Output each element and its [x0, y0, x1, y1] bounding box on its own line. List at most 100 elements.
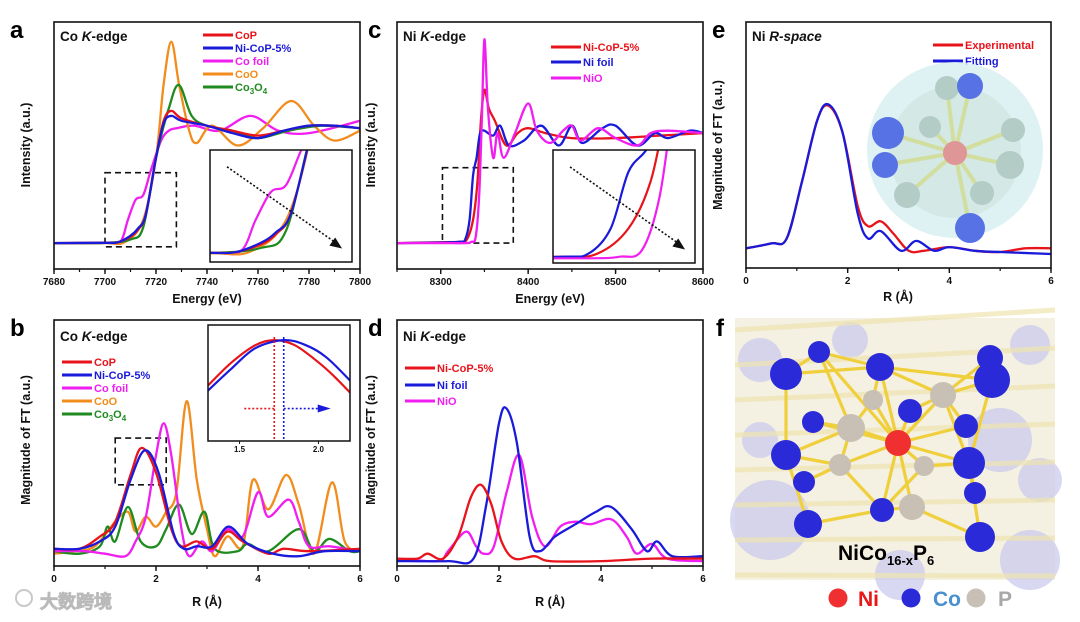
- legend-label: Ni foil: [437, 380, 468, 392]
- x-axis-title: Energy (eV): [515, 292, 584, 306]
- title-italic: K: [82, 329, 93, 344]
- co-atom-icon: [872, 152, 898, 178]
- legend-label: Co foil: [94, 383, 128, 395]
- inset-background: [208, 325, 350, 441]
- co-atom-icon: [954, 414, 978, 438]
- x-tick-label: 7740: [196, 277, 219, 288]
- series-group: [397, 38, 703, 245]
- plot-frame: [396, 319, 704, 567]
- co-atom-icon: [770, 358, 802, 390]
- arrow-head-icon: [329, 237, 343, 249]
- panel-e: e 0 2 4 6 R (Å) Magnitude of FT (a.u.) Ni R-spa…: [711, 17, 1054, 304]
- inset-series-line: [210, 150, 308, 255]
- x-tick-label: 4: [947, 276, 953, 287]
- inset-series-line: [208, 338, 350, 392]
- x-tick-label: 6: [1048, 276, 1054, 287]
- x-tick-label: 8300: [430, 277, 453, 288]
- inset-series-line: [553, 150, 648, 259]
- zoom-region-box: [114, 437, 167, 486]
- legend-label: NiO: [437, 396, 457, 408]
- series-line-nio: [397, 38, 703, 245]
- panel-f-structure: f NiCo16-xP6 Ni Co P: [716, 307, 1062, 611]
- panel-title: Ni K-edge: [403, 329, 467, 344]
- x-tick-label: 4: [255, 574, 261, 585]
- inset-series-line: [210, 150, 309, 255]
- x-tick-label: 8500: [604, 277, 627, 288]
- trend-arrow: [569, 166, 678, 244]
- x-tick-label: 8400: [517, 277, 540, 288]
- legend-label: Co foil: [235, 56, 269, 68]
- legend: Ni-CoP-5% Ni foil NiO: [405, 363, 493, 408]
- p-atom-icon: [863, 390, 883, 410]
- co-atom-icon: [794, 510, 822, 538]
- title-suffix: -edge: [92, 329, 128, 344]
- co-atom-icon: [771, 440, 801, 470]
- co-atom-icon: [955, 213, 985, 243]
- title-italic: K: [420, 29, 431, 44]
- co-atom-icon: [870, 498, 894, 522]
- series-line-ni-cop-5-: [397, 483, 703, 563]
- ni-legend-dot-icon: [828, 588, 848, 608]
- inset-tick-label: 1.5: [234, 445, 246, 454]
- y-axis-title: Magnitude of FT (a.u.): [364, 375, 378, 505]
- zoom-region-box: [104, 171, 178, 248]
- series-line-coo: [54, 400, 360, 558]
- element-legend-label: Ni: [858, 588, 879, 611]
- co-atom-icon: [957, 73, 983, 99]
- co-atom-icon: [793, 471, 815, 493]
- x-tick-label: 0: [394, 574, 400, 585]
- x-tick-label: 7680: [43, 277, 66, 288]
- series-group: [54, 400, 360, 558]
- inset: 1.5 2.0: [207, 324, 351, 454]
- panel-title: Co K-edge: [60, 29, 128, 44]
- legend-label: Ni-CoP-5%: [235, 43, 291, 55]
- background-atom: [742, 422, 778, 458]
- x-tick-label: 7720: [145, 277, 168, 288]
- y-axis-title: Intensity (a.u.): [19, 103, 33, 188]
- panel-letter: e: [712, 17, 725, 44]
- inset: [209, 149, 353, 263]
- series-line-co-foil: [54, 422, 360, 558]
- title-prefix: Ni: [752, 29, 769, 44]
- y-axis-title: Magnitude of FT (a.u.): [19, 375, 33, 505]
- legend-label: CoO: [235, 69, 259, 81]
- panel-d: d 0 2 4 6 R (Å) Magnitude of FT (a.u.) Ni K-edg…: [364, 315, 706, 609]
- watermark-logo-icon: [15, 589, 33, 607]
- legend-label: CoP: [94, 357, 116, 369]
- x-tick-label: 6: [357, 574, 363, 585]
- x-tick-label: 7800: [349, 277, 372, 288]
- title-suffix: -edge: [430, 29, 466, 44]
- arrow-head-icon: [672, 238, 686, 250]
- inset-series-line: [553, 150, 668, 260]
- x-axis-title: R (Å): [883, 289, 913, 304]
- x-tick-label: 7700: [94, 277, 117, 288]
- title-suffix: -edge: [92, 29, 128, 44]
- p-legend-dot-icon: [966, 588, 986, 608]
- series-line-ni-cop-5-: [54, 114, 360, 245]
- x-axis-title: R (Å): [535, 594, 565, 609]
- co-atom-icon: [965, 522, 995, 552]
- legend: Ni-CoP-5% Ni foil NiO: [551, 42, 639, 85]
- trend-arrow: [226, 166, 335, 243]
- bond: [879, 365, 993, 382]
- x-tick-label: 2: [153, 574, 159, 585]
- watermark: 大数跨境: [15, 589, 112, 612]
- co-atom-icon: [872, 117, 904, 149]
- x-tick-label: 0: [51, 574, 57, 585]
- panel-title: Ni K-edge: [403, 29, 467, 44]
- panel-letter: f: [716, 315, 725, 342]
- structure-formula: NiCo16-xP6: [838, 542, 934, 568]
- ni-atom-icon: [943, 141, 967, 165]
- legend-label: CoP: [235, 30, 257, 42]
- x-tick-label: 8600: [692, 277, 715, 288]
- series-line-co-foil: [54, 114, 360, 245]
- legend-label: Ni-CoP-5%: [437, 363, 493, 375]
- co-atom-icon: [802, 411, 824, 433]
- p-atom-icon: [1001, 118, 1025, 142]
- p-atom-icon: [930, 382, 956, 408]
- title-prefix: Ni: [403, 29, 420, 44]
